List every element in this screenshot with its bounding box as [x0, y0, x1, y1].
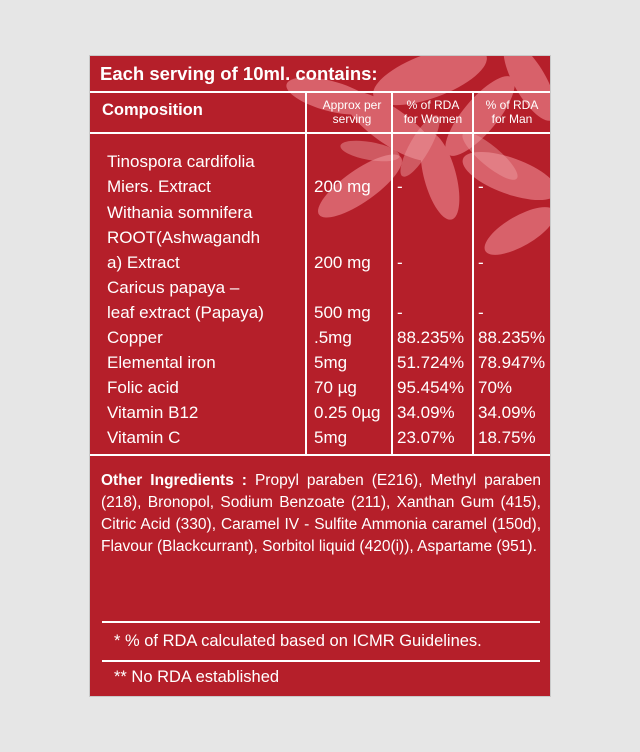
- ingredient-name: Vitamin B12: [107, 403, 199, 422]
- column-divider: [305, 92, 307, 454]
- rda-men-value: -: [478, 303, 484, 322]
- column-divider: [391, 92, 393, 454]
- rda-women-value: -: [397, 303, 403, 322]
- rda-men-value: 78.947%: [478, 353, 546, 372]
- ingredient-name: Copper: [107, 328, 163, 347]
- serving-header-line: Approx per: [322, 98, 382, 112]
- ingredient-name: leaf extract (Papaya): [107, 303, 264, 322]
- rda-women-value: -: [397, 177, 403, 196]
- rda-women-value: 51.724%: [397, 353, 465, 372]
- header-divider: [90, 91, 550, 93]
- flower-background-image: [286, 56, 550, 255]
- other-ingredients-text: Propyl paraben (E216), Methyl paraben (2…: [101, 472, 541, 555]
- rda-women-value: 95.454%: [397, 378, 465, 397]
- ingredient-name: Miers. Extract: [107, 177, 211, 196]
- serving-value: 0.25 0µg: [314, 403, 381, 422]
- women-column-header: % of RDA for Women: [396, 98, 470, 126]
- column-divider: [472, 92, 474, 454]
- serving-header-line: serving: [332, 112, 372, 126]
- rda-men-value: -: [478, 177, 484, 196]
- rda-men-value: 34.09%: [478, 403, 536, 422]
- rda-men-value: 70%: [478, 378, 513, 397]
- ingredient-name: Caricus papaya –: [107, 278, 240, 297]
- composition-header: Composition: [102, 101, 203, 119]
- serving-value: 70 µg: [314, 378, 357, 397]
- men-column-header: % of RDA for Man: [476, 98, 548, 126]
- men-header-line: for Man: [491, 112, 533, 126]
- rda-men-value: -: [478, 253, 484, 272]
- notes-divider: [102, 660, 540, 662]
- column-header-divider: [90, 132, 550, 134]
- men-header-line: % of RDA: [485, 98, 539, 112]
- ingredient-name: ROOT(Ashwagandh: [107, 228, 261, 247]
- rda-women-value: 34.09%: [397, 403, 455, 422]
- rda-note: * % of RDA calculated based on ICMR Guid…: [114, 632, 482, 650]
- serving-title: Each serving of 10ml. contains:: [100, 63, 378, 84]
- rda-men-value: 18.75%: [478, 428, 536, 447]
- serving-value: 200 mg: [314, 253, 371, 272]
- rda-women-value: 88.235%: [397, 328, 465, 347]
- other-ingredients-label: Other Ingredients :: [101, 472, 247, 489]
- serving-value: .5mg: [314, 328, 352, 347]
- ingredient-name: Vitamin C: [107, 428, 181, 447]
- ingredient-name: Folic acid: [107, 378, 179, 397]
- serving-value: 5mg: [314, 353, 348, 372]
- ingredient-name: Elemental iron: [107, 353, 216, 372]
- rda-men-value: 88.235%: [478, 328, 546, 347]
- table-bottom-divider: [90, 454, 550, 456]
- women-header-line: for Women: [403, 112, 463, 126]
- rda-women-value: -: [397, 253, 403, 272]
- serving-value: 5mg: [314, 428, 348, 447]
- ingredient-name: Tinospora cardifolia: [107, 152, 255, 171]
- no-rda-note: ** No RDA established: [114, 668, 280, 686]
- serving-column-header: Approx per serving: [312, 98, 392, 126]
- serving-value: 200 mg: [314, 177, 371, 196]
- nutrition-panel: Each serving of 10ml. contains: Composit…: [89, 55, 551, 697]
- other-ingredients: Other Ingredients : Propyl paraben (E216…: [101, 470, 541, 558]
- ingredient-name: a) Extract: [107, 253, 180, 272]
- ingredient-name: Withania somnifera: [107, 203, 253, 222]
- women-header-line: % of RDA: [406, 98, 460, 112]
- rda-women-value: 23.07%: [397, 428, 455, 447]
- notes-divider: [102, 621, 540, 623]
- serving-value: 500 mg: [314, 303, 371, 322]
